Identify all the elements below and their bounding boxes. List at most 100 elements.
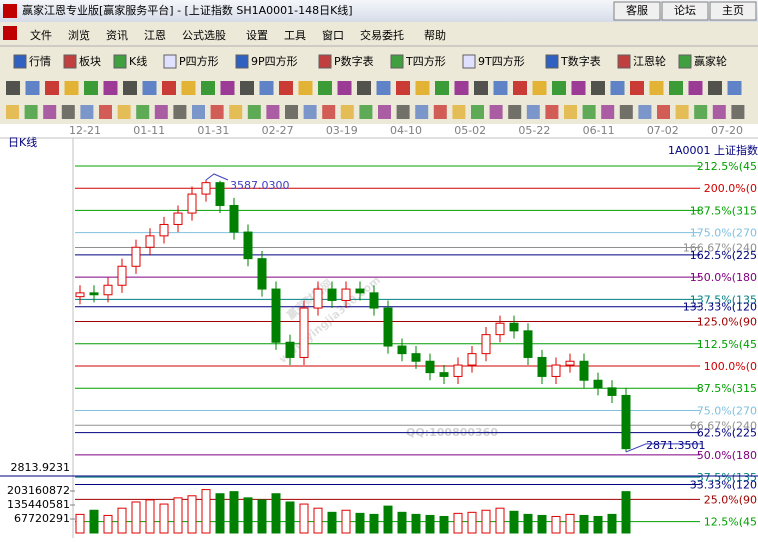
- toolbar-label[interactable]: K线: [129, 54, 147, 68]
- toolbar-icon[interactable]: [84, 81, 98, 95]
- menu-item[interactable]: 窗口: [322, 28, 344, 42]
- toolbar-icon[interactable]: [285, 105, 298, 119]
- toolbar-icon[interactable]: [6, 105, 19, 119]
- toolbar-icon[interactable]: [474, 81, 488, 95]
- toolbar-icon[interactable]: [513, 81, 527, 95]
- toolbar-icon[interactable]: [390, 54, 404, 69]
- toolbar-icon[interactable]: [103, 81, 118, 95]
- menu-item[interactable]: 交易委托: [360, 28, 404, 42]
- toolbar-label[interactable]: 9T四方形: [478, 54, 525, 68]
- toolbar-icon[interactable]: [396, 81, 410, 95]
- toolbar-icon[interactable]: [591, 81, 605, 95]
- toolbar-icon[interactable]: [45, 81, 59, 95]
- toolbar-icon[interactable]: [340, 105, 354, 119]
- toolbar-icon[interactable]: [43, 105, 57, 119]
- toolbar-icon[interactable]: [564, 105, 577, 119]
- toolbar-icon[interactable]: [322, 105, 336, 119]
- menu-item[interactable]: 文件: [30, 28, 52, 42]
- toolbar-icon[interactable]: [6, 81, 20, 95]
- toolbar-icon[interactable]: [123, 81, 137, 95]
- toolbar-icon[interactable]: [162, 81, 176, 95]
- toolbar-icon[interactable]: [64, 81, 79, 95]
- toolbar-icon[interactable]: [25, 81, 40, 95]
- toolbar-icon[interactable]: [675, 105, 689, 119]
- toolbar-icon[interactable]: [61, 105, 75, 119]
- toolbar-icon[interactable]: [298, 81, 313, 95]
- toolbar-icon[interactable]: [337, 81, 352, 95]
- toolbar-icon[interactable]: [378, 105, 391, 119]
- toolbar-icon[interactable]: [454, 81, 469, 95]
- title-button[interactable]: [661, 1, 709, 21]
- toolbar-icon[interactable]: [117, 105, 131, 119]
- toolbar-icon[interactable]: [318, 81, 332, 95]
- toolbar-icon[interactable]: [489, 105, 503, 119]
- toolbar-icon[interactable]: [708, 81, 722, 95]
- toolbar-icon[interactable]: [678, 54, 692, 69]
- toolbar-icon[interactable]: [669, 81, 683, 95]
- toolbar-icon[interactable]: [154, 105, 168, 119]
- toolbar-icon[interactable]: [552, 81, 566, 95]
- toolbar-icon[interactable]: [173, 105, 187, 119]
- title-button-label[interactable]: 主页: [722, 4, 744, 17]
- menu-item[interactable]: 浏览: [68, 28, 90, 42]
- toolbar-icon[interactable]: [357, 81, 371, 95]
- toolbar-icon[interactable]: [694, 105, 708, 119]
- toolbar-icon[interactable]: [80, 105, 94, 119]
- menu-item[interactable]: 江恩: [144, 29, 166, 42]
- title-button-label[interactable]: 论坛: [674, 3, 696, 17]
- menu-item[interactable]: 帮助: [424, 28, 446, 42]
- toolbar-icon[interactable]: [545, 105, 559, 119]
- title-button-label[interactable]: 客服: [626, 3, 648, 17]
- toolbar-label[interactable]: 江恩轮: [633, 54, 666, 68]
- toolbar-icon[interactable]: [493, 81, 508, 95]
- toolbar-icon[interactable]: [462, 54, 476, 69]
- toolbar-icon[interactable]: [266, 105, 280, 119]
- toolbar-icon[interactable]: [731, 105, 745, 119]
- toolbar-icon[interactable]: [545, 54, 559, 69]
- toolbar-icon[interactable]: [235, 54, 249, 69]
- toolbar-icon[interactable]: [712, 105, 726, 119]
- toolbar-icon[interactable]: [259, 81, 274, 95]
- menu-item[interactable]: 工具: [284, 29, 306, 42]
- toolbar-icon[interactable]: [240, 81, 254, 95]
- toolbar-label[interactable]: T四方形: [405, 54, 446, 68]
- toolbar-label[interactable]: P数字表: [334, 54, 374, 68]
- toolbar-icon[interactable]: [247, 105, 261, 119]
- toolbar-label[interactable]: 9P四方形: [251, 54, 298, 68]
- toolbar-icon[interactable]: [220, 81, 235, 95]
- toolbar-icon[interactable]: [303, 105, 317, 119]
- toolbar-icon[interactable]: [181, 81, 196, 95]
- toolbar-icon[interactable]: [279, 81, 293, 95]
- toolbar-icon[interactable]: [452, 105, 466, 119]
- toolbar-icon[interactable]: [617, 54, 631, 69]
- toolbar-icon[interactable]: [415, 81, 430, 95]
- toolbar-icon[interactable]: [471, 105, 484, 119]
- toolbar-icon[interactable]: [415, 105, 429, 119]
- toolbar-icon[interactable]: [210, 105, 224, 119]
- toolbar-icon[interactable]: [376, 81, 391, 95]
- toolbar-icon[interactable]: [649, 81, 664, 95]
- toolbar-icon[interactable]: [13, 54, 27, 69]
- toolbar-label[interactable]: P四方形: [179, 54, 219, 68]
- toolbar-icon[interactable]: [435, 81, 449, 95]
- toolbar-icon[interactable]: [619, 105, 633, 119]
- toolbar-icon[interactable]: [727, 81, 742, 95]
- menu-item[interactable]: 资讯: [106, 29, 128, 42]
- toolbar-icon[interactable]: [508, 105, 522, 119]
- toolbar-icon[interactable]: [532, 81, 547, 95]
- toolbar-icon[interactable]: [163, 54, 177, 69]
- toolbar-icon[interactable]: [113, 54, 127, 69]
- toolbar-icon[interactable]: [571, 81, 586, 95]
- toolbar-label[interactable]: 板块: [79, 54, 101, 68]
- toolbar-icon[interactable]: [396, 105, 410, 119]
- toolbar-icon[interactable]: [688, 81, 703, 95]
- toolbar-icon[interactable]: [99, 105, 112, 119]
- toolbar-icon[interactable]: [610, 81, 625, 95]
- toolbar-label[interactable]: 赢家轮: [694, 54, 727, 68]
- toolbar-icon[interactable]: [24, 105, 38, 119]
- title-button[interactable]: [613, 1, 661, 21]
- menu-item[interactable]: 设置: [246, 29, 268, 42]
- toolbar-icon[interactable]: [657, 105, 670, 119]
- toolbar-icon[interactable]: [192, 105, 205, 119]
- menu-item[interactable]: 公式选股: [182, 29, 226, 42]
